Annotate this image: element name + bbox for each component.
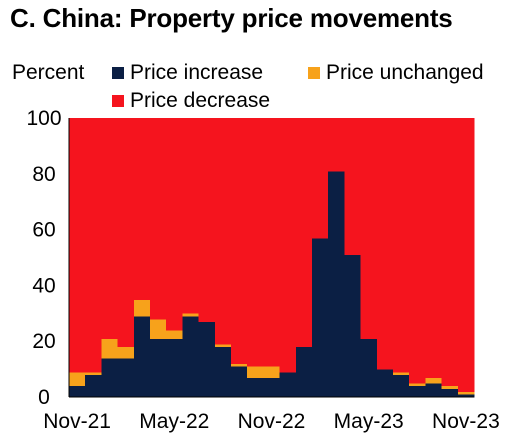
bar-price-decrease-dec-22 [279,118,297,373]
bar-price-increase-aug-22 [214,346,232,398]
bar-price-decrease-mar-22 [133,118,151,300]
x-tick-label: May-22 [139,410,209,433]
bar-price-unchanged-dec-21 [85,371,102,376]
bar-price-decrease-jun-23 [376,118,394,370]
bar-price-increase-nov-21 [69,385,86,398]
legend-swatch-decrease [112,95,124,107]
bar-price-decrease-jul-22 [198,118,216,323]
bar-price-increase-apr-23 [344,254,362,398]
bar-price-increase-jun-23 [376,369,394,398]
bar-price-increase-jan-23 [295,346,313,398]
bar-price-increase-aug-23 [409,385,426,398]
y-tick-label: 80 [32,163,55,186]
bar-price-increase-sep-22 [231,366,248,398]
legend-swatch-unchanged [308,67,320,79]
bar-price-unchanged-sep-23 [425,377,443,384]
bar-price-unchanged-mar-22 [133,299,151,317]
bar-price-unchanged-jan-22 [101,338,119,359]
bar-price-decrease-jan-22 [101,118,119,339]
x-tick-label: Nov-22 [238,410,306,433]
bar-price-decrease-may-22 [166,118,183,331]
bar-price-decrease-nov-22 [263,118,281,367]
bar-price-increase-oct-23 [441,388,459,398]
bar-price-decrease-oct-22 [247,118,264,367]
bar-price-decrease-aug-22 [214,118,232,345]
legend-item-price-increase: Price increase [112,61,263,85]
bar-price-increase-nov-22 [263,377,281,398]
bar-price-unchanged-nov-22 [263,366,281,378]
bar-price-increase-apr-22 [150,338,167,398]
x-tick-label: Nov-23 [432,410,500,433]
bar-price-decrease-nov-23 [457,118,475,392]
bar-price-decrease-jul-23 [393,118,410,373]
y-tick-label: 0 [38,386,50,409]
chart-title: C. China: Property price movements [10,3,453,33]
bar-price-increase-jan-22 [101,357,119,398]
bar-price-decrease-oct-23 [441,118,459,387]
y-tick-label: 40 [32,274,55,297]
bar-price-unchanged-aug-23 [409,383,426,387]
legend-item-price-unchanged: Price unchanged [308,61,484,85]
bar-price-decrease-may-23 [360,118,378,339]
bar-price-increase-sep-23 [425,383,443,398]
bar-price-increase-dec-21 [85,374,102,398]
bar-price-increase-mar-22 [133,316,151,398]
bar-price-decrease-dec-21 [85,118,102,373]
y-tick-label: 100 [26,107,61,130]
bar-price-unchanged-nov-23 [457,391,475,395]
bar-price-increase-may-23 [360,338,378,398]
bar-price-decrease-nov-21 [69,118,86,373]
legend-item-price-decrease: Price decrease [112,89,270,113]
bar-price-increase-jun-22 [182,316,200,398]
bar-price-unchanged-feb-22 [117,346,135,359]
bar-price-unchanged-oct-23 [441,385,459,390]
bar-price-increase-may-22 [166,338,183,398]
bar-price-decrease-sep-22 [231,118,248,364]
bar-price-increase-jul-22 [198,321,216,398]
y-tick-label: 60 [32,219,55,242]
bar-price-increase-nov-23 [457,394,475,398]
bar-price-increase-mar-23 [328,171,345,398]
bar-price-increase-jul-23 [393,374,410,398]
bar-price-increase-dec-22 [279,371,297,398]
bar-price-unchanged-may-22 [166,330,183,339]
y-tick-label: 20 [32,330,55,353]
bar-price-decrease-jan-23 [295,118,313,348]
bar-price-unchanged-jun-22 [182,313,200,317]
legend-swatch-increase [112,67,124,79]
y-axis-label: Percent [12,61,85,84]
bar-price-unchanged-apr-22 [150,318,167,339]
bar-price-decrease-feb-23 [312,118,329,239]
bar-price-decrease-sep-23 [425,118,443,378]
x-tick-label: Nov-21 [43,410,111,433]
bar-price-unchanged-oct-22 [247,366,264,378]
bar-price-increase-feb-22 [117,357,135,398]
bar-price-decrease-feb-22 [117,118,135,348]
bar-price-decrease-mar-23 [328,118,345,172]
legend-label-decrease: Price decrease [130,89,271,112]
bar-price-decrease-aug-23 [409,118,426,384]
bar-price-decrease-apr-22 [150,118,167,320]
bar-price-increase-feb-23 [312,237,329,398]
bar-price-decrease-jun-22 [182,118,200,314]
legend-label-increase: Price increase [130,61,264,84]
bar-price-unchanged-nov-21 [69,371,86,387]
bar-price-decrease-apr-23 [344,118,362,256]
bar-price-increase-oct-22 [247,377,264,398]
bar-price-unchanged-jul-23 [393,371,410,376]
bar-price-unchanged-sep-22 [231,363,248,367]
x-tick-label: May-23 [334,410,404,433]
bar-price-unchanged-aug-22 [214,343,232,348]
legend-label-unchanged: Price unchanged [326,61,484,84]
